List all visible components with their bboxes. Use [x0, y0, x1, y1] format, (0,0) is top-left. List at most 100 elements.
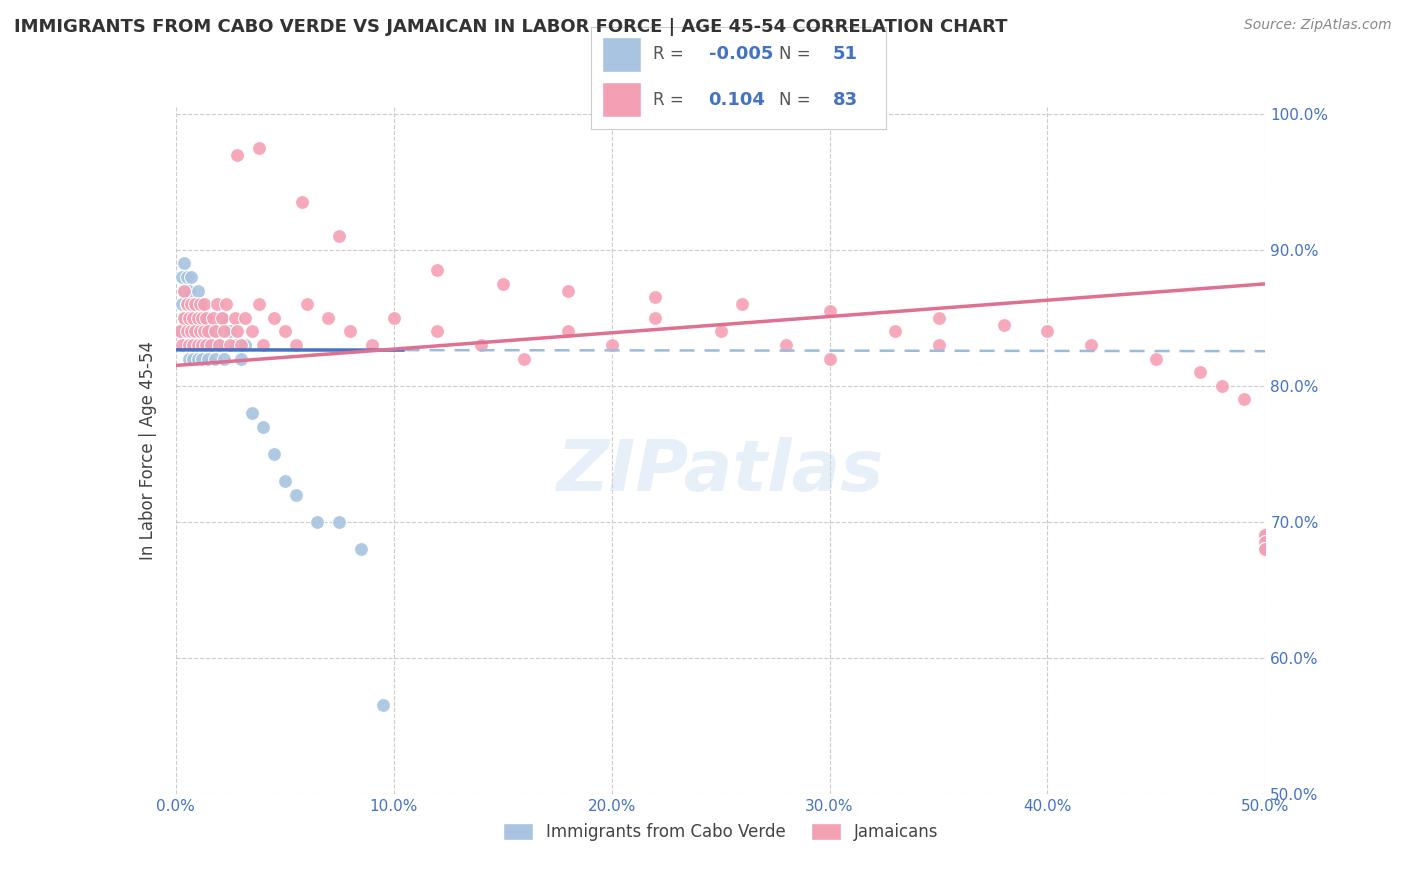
Text: ZIPatlas: ZIPatlas [557, 436, 884, 506]
Point [328, 515, 350, 529]
Point [284, 488, 307, 502]
Text: -0.005: -0.005 [709, 45, 773, 63]
Point [291, 195, 314, 210]
Point [188, 297, 211, 311]
Legend: Immigrants from Cabo Verde, Jamaicans: Immigrants from Cabo Verde, Jamaicans [496, 816, 945, 847]
Point [191, 325, 214, 339]
Point [181, 297, 204, 311]
Point [328, 229, 350, 244]
Text: R =: R = [652, 91, 683, 109]
Point [284, 338, 307, 352]
Point [775, 338, 797, 352]
Point [928, 338, 950, 352]
Point [184, 338, 207, 352]
Point [173, 284, 195, 298]
Point [180, 338, 202, 352]
Point [204, 351, 226, 366]
Point [188, 310, 211, 325]
Point [176, 325, 198, 339]
Point [191, 351, 214, 366]
Point [339, 325, 361, 339]
Text: 0.104: 0.104 [709, 91, 765, 109]
Point [177, 310, 200, 325]
Point [173, 310, 195, 325]
Point [211, 310, 233, 325]
Text: IMMIGRANTS FROM CABO VERDE VS JAMAICAN IN LABOR FORCE | AGE 45-54 CORRELATION CH: IMMIGRANTS FROM CABO VERDE VS JAMAICAN I… [14, 18, 1008, 36]
Point [180, 325, 202, 339]
Y-axis label: In Labor Force | Age 45-54: In Labor Force | Age 45-54 [139, 341, 157, 560]
Point [181, 310, 204, 325]
Point [492, 277, 515, 291]
Point [350, 542, 373, 557]
Point [191, 338, 214, 352]
Bar [602, 37, 641, 72]
Point [225, 325, 247, 339]
Point [169, 325, 191, 339]
Point [186, 310, 209, 325]
Point [177, 351, 200, 366]
Point [557, 325, 579, 339]
Point [172, 297, 194, 311]
Point [208, 338, 231, 352]
Point [195, 338, 218, 352]
Point [205, 325, 228, 339]
Point [200, 325, 222, 339]
Point [240, 406, 263, 420]
Point [176, 270, 198, 285]
Point [224, 338, 246, 352]
Point [818, 351, 841, 366]
Point [201, 338, 224, 352]
Point [176, 297, 198, 311]
Point [470, 338, 492, 352]
Point [188, 338, 211, 352]
Point [1211, 379, 1233, 393]
Point [1189, 365, 1212, 379]
Point [1254, 528, 1277, 542]
Point [177, 325, 200, 339]
Point [1080, 338, 1102, 352]
Point [212, 351, 235, 366]
Point [186, 351, 209, 366]
Point [307, 515, 329, 529]
Point [177, 284, 200, 298]
Text: Source: ZipAtlas.com: Source: ZipAtlas.com [1244, 18, 1392, 32]
Text: R =: R = [652, 45, 683, 63]
Point [180, 270, 202, 285]
Point [180, 297, 202, 311]
Point [513, 351, 536, 366]
Point [1144, 351, 1167, 366]
Point [235, 338, 257, 352]
Point [193, 310, 215, 325]
Point [263, 310, 285, 325]
Point [197, 325, 219, 339]
Point [176, 297, 198, 311]
Point [710, 325, 733, 339]
Point [426, 325, 449, 339]
Point [191, 310, 214, 325]
Point [263, 447, 285, 461]
Point [600, 338, 623, 352]
Point [180, 310, 202, 325]
Point [186, 284, 209, 298]
Point [215, 297, 238, 311]
Point [1254, 542, 1277, 557]
Point [181, 338, 204, 352]
Point [731, 297, 754, 311]
Text: 83: 83 [832, 91, 858, 109]
Point [219, 325, 242, 339]
Point [1254, 542, 1277, 557]
Point [231, 351, 253, 366]
Point [205, 297, 228, 311]
Point [224, 310, 246, 325]
Text: N =: N = [779, 91, 811, 109]
Bar [602, 82, 641, 117]
Point [184, 325, 207, 339]
Point [173, 310, 195, 325]
Point [200, 338, 222, 352]
Point [240, 325, 263, 339]
Point [219, 338, 242, 352]
Point [184, 310, 207, 325]
Point [181, 351, 204, 366]
Point [371, 698, 394, 713]
Point [193, 338, 215, 352]
